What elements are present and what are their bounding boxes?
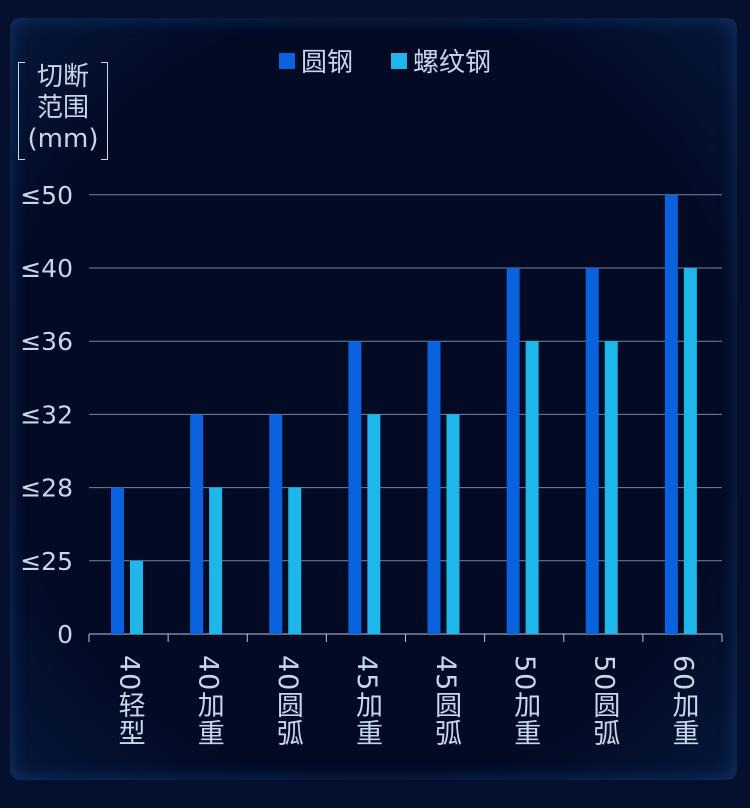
bar-rebar (604, 341, 618, 634)
bar-round-steel (111, 487, 124, 634)
y-tick-label: ≤40 (20, 254, 73, 283)
bar-rebar (130, 560, 143, 634)
x-tick-label: 60加重 (667, 655, 699, 748)
x-tick-label: 45加重 (350, 655, 382, 748)
x-tick-label: 45圆弧 (430, 655, 462, 748)
y-tick-label: ≤32 (20, 400, 73, 429)
x-tick-label: 50加重 (509, 655, 541, 748)
legend-label: 圆钢 (300, 48, 353, 78)
legend-swatch (278, 52, 295, 69)
x-tick-label: 40加重 (192, 655, 224, 748)
legend-label: 螺纹钢 (413, 48, 492, 78)
bar-round-steel (190, 414, 204, 634)
bar-round-steel (427, 341, 441, 634)
bar-rebar (367, 414, 381, 634)
y-tick-label: 0 (57, 620, 73, 649)
legend: 圆钢 螺纹钢 (0, 42, 750, 79)
bar-rebar (209, 487, 223, 634)
x-tick-label: 40轻型 (113, 655, 145, 748)
legend-swatch (391, 52, 407, 69)
y-axis-title: 切断 范围 (mm) (18, 62, 108, 160)
x-tick-label: 50圆弧 (588, 655, 620, 748)
y-tick-label: ≤50 (20, 181, 73, 210)
bar-rebar (683, 268, 697, 634)
y-title-line: 切断 (36, 62, 89, 92)
bar-rebar (446, 414, 460, 634)
bar-round-steel (664, 194, 678, 635)
y-tick-label: ≤36 (20, 327, 73, 356)
bar-round-steel (585, 268, 599, 634)
legend-item-rebar[interactable]: 螺纹钢 (391, 42, 491, 79)
y-tick-label: ≤25 (20, 547, 73, 576)
y-tick-label: ≤28 (20, 474, 73, 503)
bar-rebar (525, 341, 539, 634)
x-tick-label: 40圆弧 (271, 655, 303, 748)
bar-round-steel (269, 414, 283, 634)
y-title-line: 范围 (36, 93, 89, 123)
y-title-line: (mm) (27, 124, 99, 154)
bar-round-steel (506, 268, 520, 634)
legend-item-round-steel[interactable]: 圆钢 (278, 42, 353, 79)
bar-rebar (288, 487, 302, 634)
bar-round-steel (348, 341, 362, 634)
